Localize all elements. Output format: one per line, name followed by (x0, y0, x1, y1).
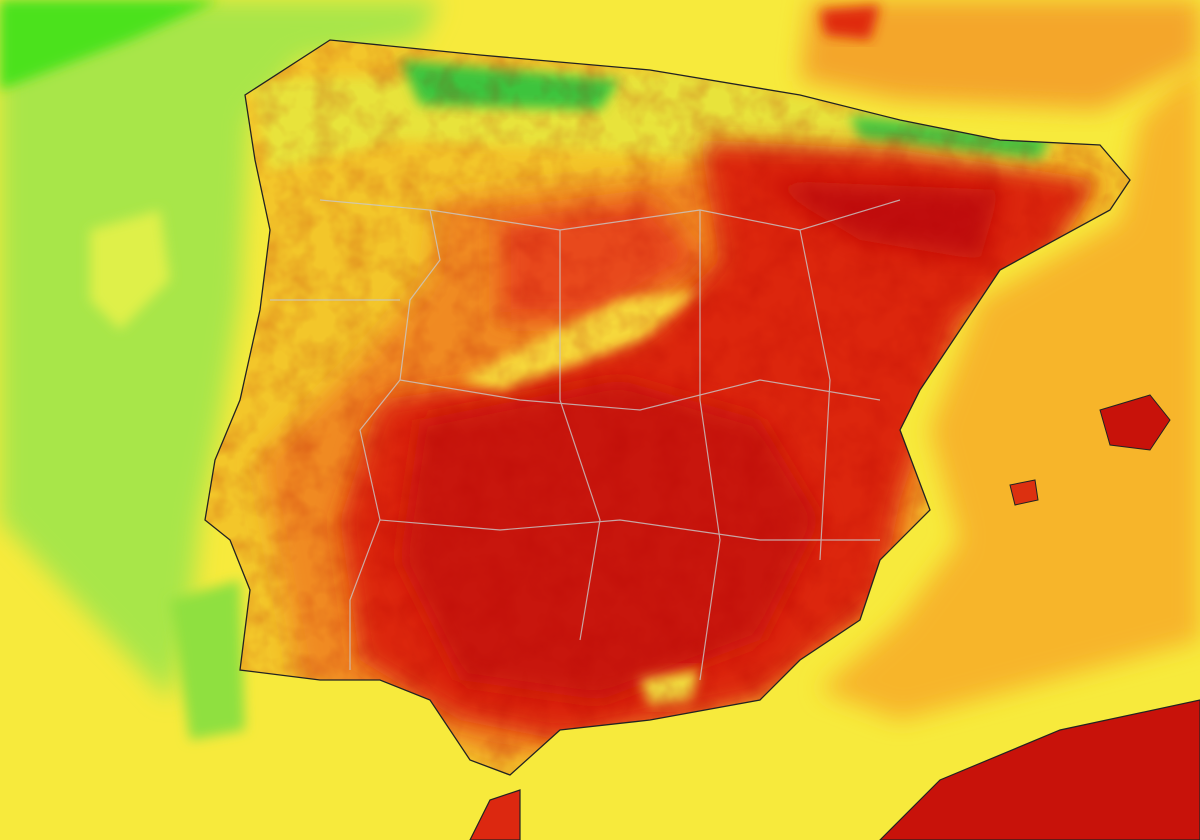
north-africa (469, 699, 1200, 840)
balearic-islands (1009, 394, 1171, 506)
region-borders (270, 199, 901, 681)
coastline (204, 39, 1131, 776)
